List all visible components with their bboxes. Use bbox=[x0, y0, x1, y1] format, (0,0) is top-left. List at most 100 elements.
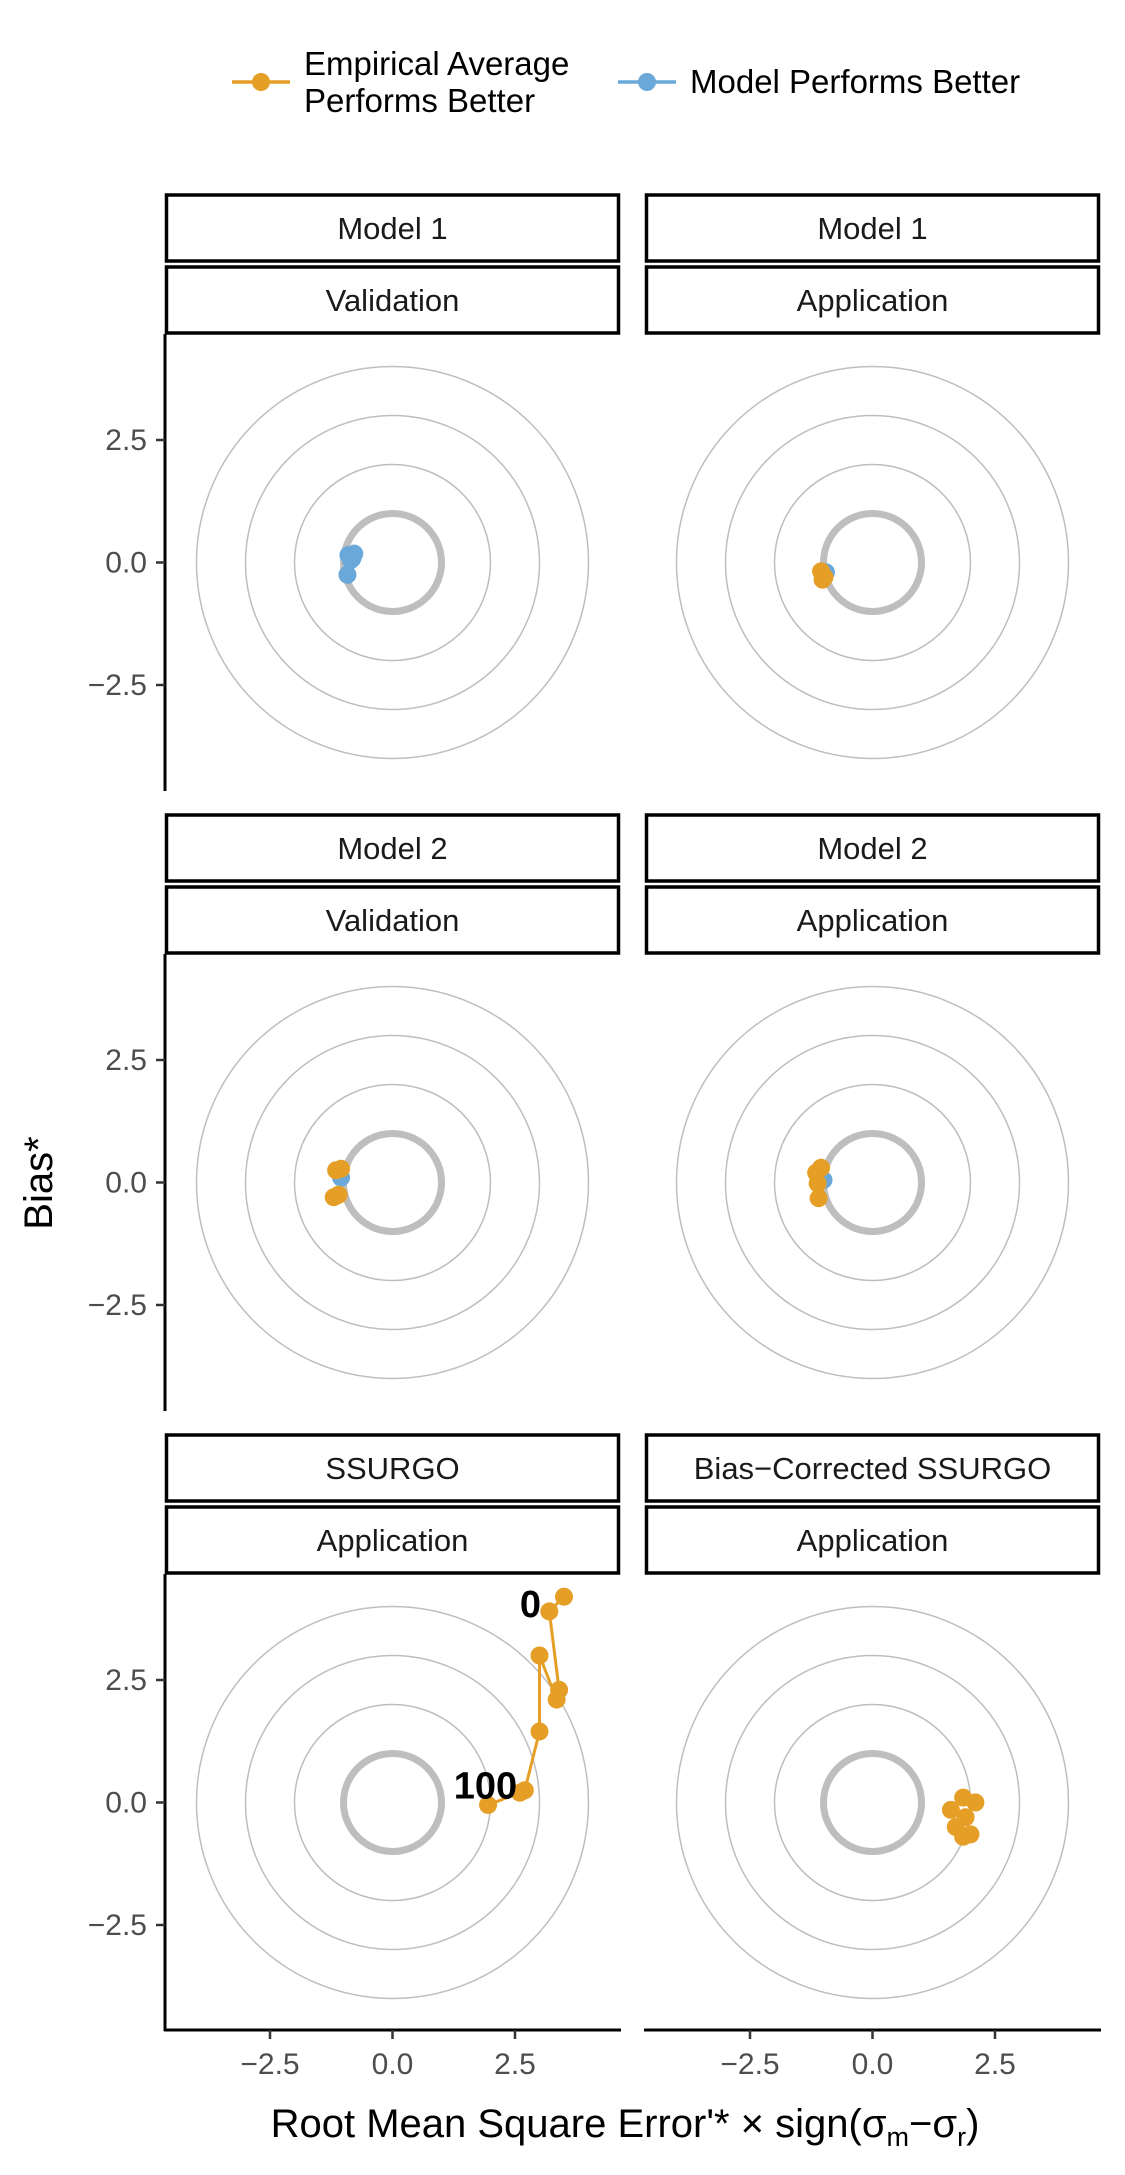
strip-bottom-label: Validation bbox=[326, 903, 460, 938]
reference-circle bbox=[724, 1654, 1021, 1951]
strip-bottom-box bbox=[164, 265, 621, 335]
strip-bottom-label: Validation bbox=[326, 283, 460, 318]
legend-key-point bbox=[638, 73, 656, 91]
panel-4: Model 2 Application bbox=[644, 813, 1101, 1380]
strip-top-box bbox=[644, 813, 1101, 883]
strip-bottom-box bbox=[644, 885, 1101, 955]
strip-top-label: SSURGO bbox=[325, 1451, 459, 1486]
reference-circle bbox=[244, 1034, 541, 1331]
data-point-empirical bbox=[555, 1587, 573, 1606]
data-point-empirical bbox=[547, 1690, 566, 1709]
legend-key-point bbox=[252, 73, 270, 91]
strip-bottom-box bbox=[164, 1505, 621, 1575]
strip-bottom-label: Application bbox=[797, 1523, 949, 1558]
data-point-empirical bbox=[815, 568, 834, 587]
y-tick-label: −2.5 bbox=[88, 669, 147, 702]
reference-circle bbox=[675, 985, 1070, 1380]
reference-circle bbox=[244, 414, 541, 711]
data-point-empirical bbox=[530, 1722, 549, 1741]
reference-circle bbox=[773, 1703, 972, 1902]
strip-top-label: Model 1 bbox=[817, 211, 927, 246]
x-tick-label: 2.5 bbox=[494, 2048, 536, 2081]
data-point-empirical bbox=[809, 1189, 828, 1208]
threshold-circle bbox=[340, 1130, 445, 1235]
reference-circle bbox=[675, 1605, 1070, 2000]
strip-top-box bbox=[164, 813, 621, 883]
reference-circle bbox=[195, 365, 590, 760]
reference-circle bbox=[675, 365, 1070, 760]
x-tick-label: 2.5 bbox=[974, 2048, 1016, 2081]
threshold-circle bbox=[820, 1130, 925, 1235]
data-point-empirical bbox=[966, 1793, 985, 1812]
reference-circle bbox=[724, 414, 1021, 711]
threshold-circle bbox=[820, 1750, 925, 1855]
x-tick-label: −2.5 bbox=[240, 2048, 299, 2081]
data-point-empirical bbox=[530, 1646, 549, 1665]
data-point-empirical bbox=[812, 1158, 831, 1177]
data-point-empirical bbox=[540, 1602, 559, 1621]
legend-label: Empirical Average bbox=[304, 45, 569, 82]
y-tick-label: 0.0 bbox=[105, 1787, 147, 1820]
strip-bottom-box bbox=[644, 265, 1101, 335]
reference-circle bbox=[195, 1605, 590, 2000]
strip-top-box bbox=[164, 193, 621, 263]
axes: 2.5 0.0 −2.5 2.5 0.0 −2.5 2.5 0.0 −2.5 −2.5 0.0 2.5… bbox=[88, 334, 1101, 2081]
data-point-empirical bbox=[808, 1174, 827, 1193]
reference-circle bbox=[293, 1083, 492, 1282]
panel-6: Bias−Corrected SSURGO Application bbox=[644, 1433, 1101, 2000]
data-point-empirical bbox=[954, 1827, 973, 1846]
y-tick-label: 0.0 bbox=[105, 547, 147, 580]
annotation-label: 0 bbox=[520, 1584, 541, 1626]
x-tick-label: 0.0 bbox=[852, 2048, 894, 2081]
y-tick-label: 2.5 bbox=[105, 424, 147, 457]
data-point-empirical bbox=[332, 1159, 351, 1178]
x-tick-label: 0.0 bbox=[372, 2048, 414, 2081]
strip-top-label: Model 2 bbox=[817, 831, 927, 866]
y-axis-title: Bias* bbox=[17, 1136, 61, 1229]
data-point-model bbox=[343, 549, 362, 568]
panel-1: Model 1 Validation bbox=[164, 193, 621, 760]
strip-top-label: Bias−Corrected SSURGO bbox=[694, 1451, 1051, 1486]
data-point-empirical bbox=[941, 1800, 960, 1819]
y-tick-label: −2.5 bbox=[88, 1289, 147, 1322]
reference-circle bbox=[244, 1654, 541, 1951]
reference-circle bbox=[293, 463, 492, 662]
data-point-empirical bbox=[479, 1795, 498, 1814]
strip-bottom-label: Application bbox=[317, 1523, 469, 1558]
legend-label: Performs Better bbox=[304, 82, 535, 119]
x-tick-label: −2.5 bbox=[720, 2048, 779, 2081]
y-tick-label: −2.5 bbox=[88, 1909, 147, 1942]
strip-top-label: Model 1 bbox=[337, 211, 447, 246]
strip-top-box bbox=[644, 1433, 1101, 1503]
panel-3: Model 2 Validation bbox=[164, 813, 621, 1380]
strip-bottom-label: Application bbox=[797, 903, 949, 938]
strip-top-label: Model 2 bbox=[337, 831, 447, 866]
panel-2: Model 1 Application bbox=[644, 193, 1101, 760]
strip-top-box bbox=[164, 1433, 621, 1503]
legend-entry-2: Model Performs Better bbox=[618, 63, 1020, 100]
y-tick-label: 2.5 bbox=[105, 1664, 147, 1697]
reference-circle bbox=[195, 985, 590, 1380]
y-tick-label: 2.5 bbox=[105, 1044, 147, 1077]
threshold-circle bbox=[820, 510, 925, 615]
legend-label: Model Performs Better bbox=[690, 63, 1020, 100]
x-axis-title: Root Mean Square Error'* × sign(σm−σr) bbox=[271, 2102, 980, 2152]
reference-circle bbox=[724, 1034, 1021, 1331]
strip-bottom-label: Application bbox=[797, 283, 949, 318]
threshold-circle bbox=[340, 1750, 445, 1855]
strip-top-box bbox=[644, 193, 1101, 263]
data-point-model bbox=[338, 565, 357, 584]
annotation-label: 100 bbox=[454, 1765, 517, 1807]
panel-5: SSURGO Application 0 100 bbox=[164, 1433, 621, 2000]
reference-circle bbox=[773, 463, 972, 662]
y-tick-label: 0.0 bbox=[105, 1167, 147, 1200]
strip-bottom-box bbox=[644, 1505, 1101, 1575]
strip-bottom-box bbox=[164, 885, 621, 955]
reference-circle bbox=[773, 1083, 972, 1282]
data-point-empirical bbox=[510, 1783, 529, 1802]
data-point-empirical bbox=[329, 1185, 348, 1204]
